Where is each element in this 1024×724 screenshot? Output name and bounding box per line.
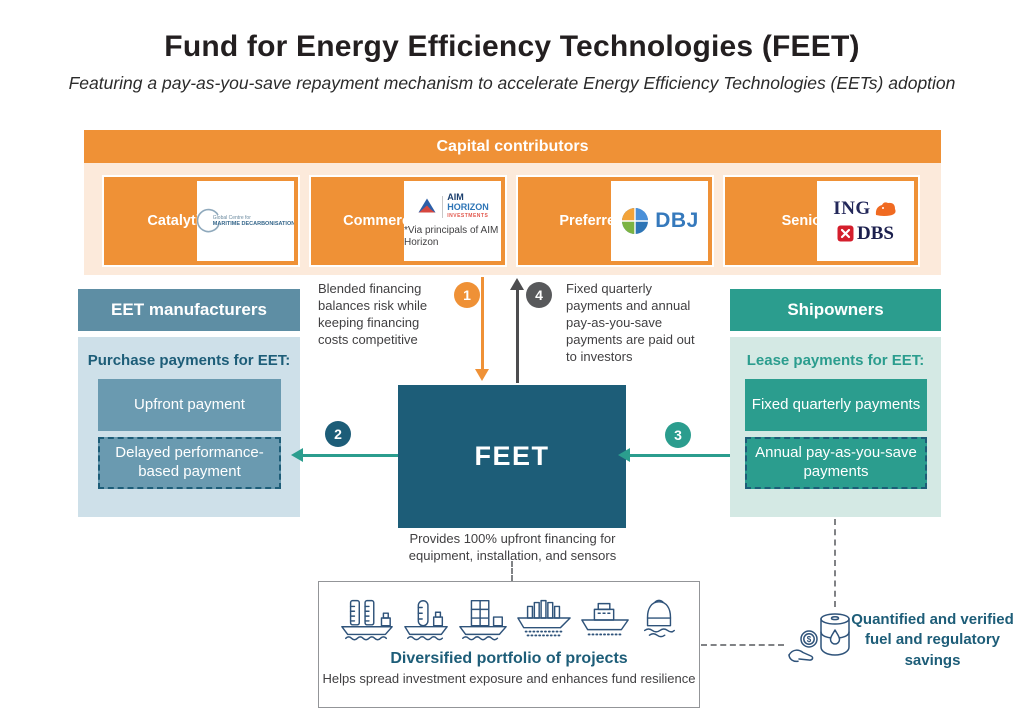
tower-sail-ship-icon	[403, 600, 448, 641]
svg-text:$: $	[807, 635, 812, 644]
arrow-capital-to-feet-line	[481, 277, 484, 370]
contributor-preferred-equity: Preferred equity DBJ	[516, 175, 714, 267]
eet-manufacturers-header: EET manufacturers	[78, 289, 300, 331]
page-subtitle: Featuring a pay-as-you-save repayment me…	[68, 73, 956, 93]
contributor-senior-debt: Senior debt ING DBS	[723, 175, 920, 267]
ing-lion-icon	[875, 201, 896, 216]
hand-coin-icon: $	[788, 630, 818, 663]
gcmd-logo: Global Centre for MARITIME DECARBONISATI…	[197, 181, 294, 261]
contributor-commercial-equity: Commercial equity AIM HORIZON INVESTMENT…	[309, 175, 507, 267]
ing-logo-text: ING	[833, 197, 871, 219]
arrow-feet-to-capital-head-icon	[510, 278, 524, 290]
feet-caption: Provides 100% upfront financing for equi…	[408, 531, 617, 563]
lease-payments-subheader: Lease payments for EET:	[746, 352, 925, 369]
grid-sail-ship-icon	[458, 599, 507, 641]
dashed-connector-feet-portfolio	[511, 561, 513, 581]
eet-manufacturers-title: EET manufacturers	[111, 300, 267, 319]
arrow-feet-to-capital-line	[516, 290, 519, 383]
gcmd-logo-line2: MARITIME DECARBONISATION	[212, 221, 294, 227]
portfolio-title: Diversified portfolio of projects	[390, 650, 628, 667]
oil-barrel-icon	[820, 613, 850, 656]
portfolio-box: Diversified portfolio of projects Helps …	[318, 581, 700, 708]
delayed-payment-box: Delayed performance-based payment	[98, 437, 281, 489]
shipowners-header: Shipowners	[730, 289, 941, 331]
gcmd-logo-line1: Global Centre for	[212, 215, 251, 221]
delayed-payment-label: Delayed performance-based payment	[115, 444, 264, 480]
dbj-globe-icon	[622, 208, 649, 234]
aim-horizon-logo: AIM HORIZON INVESTMENTS *Via principals …	[404, 181, 501, 261]
fixed-quarterly-payments-box: Fixed quarterly payments	[745, 379, 927, 431]
feet-fund-box: FEET	[398, 385, 626, 528]
savings-callout: Quantified and verified fuel and regulat…	[851, 611, 1014, 669]
dbj-logo-text: DBJ	[655, 209, 699, 232]
annual-pays-payments-label: Annual pay-as-you-save payments	[755, 444, 917, 480]
contributor-catalytic-equity: Catalytic equity Global Centre for MARIT…	[102, 175, 300, 267]
dashed-connector-shipowners-savings	[834, 519, 836, 607]
dashed-connector-portfolio-savings	[701, 644, 784, 646]
aim-note: *Via principals of AIM Horizon	[404, 224, 499, 248]
capital-contributors-title: Capital contributors	[436, 137, 589, 155]
arrow-feet-to-manufacturers-line	[302, 454, 398, 457]
purchase-payments-subheader: Purchase payments for EET:	[87, 352, 291, 369]
step-1-badge: 1	[454, 282, 480, 308]
step-2-badge: 2	[325, 421, 351, 447]
bow-view-ship-icon	[643, 599, 675, 638]
dbj-logo: DBJ	[611, 181, 708, 261]
fixed-quarterly-payments-label: Fixed quarterly payments	[751, 395, 921, 413]
container-ship-icon	[516, 599, 571, 637]
rotor-sail-ship-icon	[340, 599, 393, 641]
upfront-payment-box: Upfront payment	[98, 379, 281, 431]
dbs-logo: DBS	[837, 223, 894, 245]
ship-icons-row	[339, 595, 680, 641]
aim-logo-line3: INVESTMENTS	[447, 213, 489, 220]
gcmd-circle-icon	[197, 208, 220, 233]
ing-logo: ING	[833, 198, 897, 220]
step-4-note: Fixed quarterly payments and annual pay-…	[566, 281, 695, 364]
arrow-shipowners-to-feet-head-icon	[618, 448, 630, 462]
aim-triangle-icon	[418, 198, 436, 212]
arrow-capital-to-feet-head-icon	[475, 369, 489, 381]
aim-logo-line1: AIM	[447, 192, 464, 203]
page-title: Fund for Energy Efficiency Technologies …	[164, 30, 860, 63]
dbs-mark-icon	[837, 225, 854, 242]
feet-label: FEET	[474, 441, 550, 471]
capital-contributors-header: Capital contributors	[84, 130, 941, 163]
annual-pays-payments-box: Annual pay-as-you-save payments	[745, 437, 927, 489]
tugboat-ship-icon	[580, 602, 629, 636]
arrow-feet-to-manufacturers-head-icon	[291, 448, 303, 462]
step-1-note: Blended financing balances risk while ke…	[318, 281, 428, 347]
dbs-logo-text: DBS	[857, 222, 894, 244]
portfolio-caption: Helps spread investment exposure and enh…	[322, 671, 696, 686]
arrow-shipowners-to-feet-line	[629, 454, 730, 457]
aim-logo-line2: HORIZON	[447, 202, 489, 213]
shipowners-title: Shipowners	[787, 300, 884, 319]
upfront-payment-label: Upfront payment	[134, 395, 245, 413]
step-3-badge: 3	[665, 422, 691, 448]
ing-dbs-logos: ING DBS	[817, 181, 914, 261]
step-4-badge: 4	[526, 282, 552, 308]
